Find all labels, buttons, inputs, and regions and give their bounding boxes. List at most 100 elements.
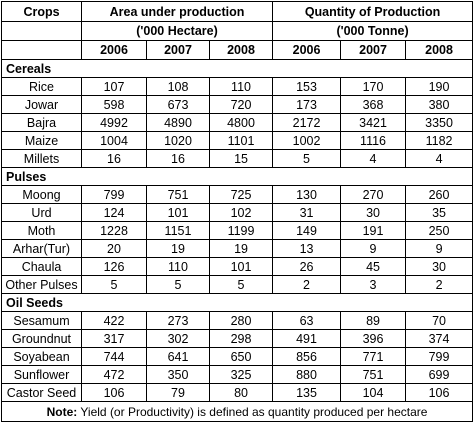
area-cell: 280 — [208, 311, 274, 330]
quantity-cell: 3350 — [405, 113, 474, 132]
quantity-cell: 699 — [405, 365, 474, 384]
crop-name-cell: Moong — [1, 185, 82, 204]
area-cell: 472 — [81, 365, 147, 384]
quantity-cell: 9 — [340, 239, 407, 258]
category-row: Oil Seeds — [0, 293, 474, 312]
area-cell: 124 — [81, 203, 147, 222]
quantity-cell: 856 — [272, 347, 342, 366]
year-header: 2008 — [405, 40, 474, 60]
crop-name-cell: Maize — [1, 131, 82, 150]
table-row: Sunflower 472 350 325 880 751 699 — [1, 365, 474, 384]
quantity-cell: 173 — [272, 95, 342, 114]
quantity-cell: 1116 — [340, 131, 407, 150]
category-row: Pulses — [0, 167, 474, 186]
crop-name-cell: Jowar — [1, 95, 82, 114]
crop-name-cell: Castor Seed — [1, 383, 82, 402]
quantity-cell: 35 — [405, 203, 474, 222]
quantity-cell: 380 — [405, 95, 474, 114]
quantity-cell: 26 — [272, 257, 342, 276]
table-row: Soyabean 744 641 650 856 771 799 — [1, 347, 474, 366]
quantity-cell: 751 — [340, 365, 407, 384]
category-label: Pulses — [0, 167, 474, 186]
area-cell: 4890 — [146, 113, 210, 132]
area-cell: 350 — [146, 365, 210, 384]
area-cell: 1199 — [208, 221, 274, 240]
quantity-cell: 3 — [340, 275, 407, 294]
crop-name-cell: Urd — [1, 203, 82, 222]
table-row: Moong 799 751 725 130 270 260 — [1, 185, 474, 204]
area-cell: 302 — [146, 329, 210, 348]
quantity-cell: 250 — [405, 221, 474, 240]
quantity-header: Quantity of Production — [272, 1, 474, 22]
quantity-cell: 2172 — [272, 113, 342, 132]
area-cell: 725 — [208, 185, 274, 204]
quantity-cell: 30 — [405, 257, 474, 276]
quantity-cell: 1002 — [272, 131, 342, 150]
crop-name-cell: Moth — [1, 221, 82, 240]
quantity-cell: 880 — [272, 365, 342, 384]
area-cell: 16 — [146, 149, 210, 168]
quantity-cell: 368 — [340, 95, 407, 114]
area-cell: 1101 — [208, 131, 274, 150]
quantity-cell: 4 — [340, 149, 407, 168]
area-cell: 19 — [146, 239, 210, 258]
area-unit-header: ('000 Hectare) — [80, 21, 274, 41]
quantity-cell: 396 — [340, 329, 407, 348]
table-row: Other Pulses 5 5 5 2 3 2 — [1, 275, 474, 294]
quantity-cell: 4 — [405, 149, 474, 168]
quantity-cell: 3421 — [340, 113, 407, 132]
year-header: 2007 — [340, 40, 407, 60]
quantity-cell: 104 — [340, 383, 407, 402]
area-cell: 799 — [81, 185, 147, 204]
table-row: Sesamum 422 273 280 63 89 70 — [1, 311, 474, 330]
area-cell: 673 — [146, 95, 210, 114]
year-header: 2007 — [146, 40, 210, 60]
table-row: Maize 1004 1020 1101 1002 1116 1182 — [1, 131, 474, 150]
year-header: 2006 — [81, 40, 147, 60]
table-row: Moth 1228 1151 1199 149 191 250 — [1, 221, 474, 240]
table-note: Note: Yield (or Productivity) is defined… — [0, 401, 474, 422]
crop-name-cell: Other Pulses — [1, 275, 82, 294]
quantity-cell: 9 — [405, 239, 474, 258]
quantity-cell: 374 — [405, 329, 474, 348]
table-row: Groundnut 317 302 298 491 396 374 — [1, 329, 474, 348]
area-cell: 751 — [146, 185, 210, 204]
area-cell: 5 — [81, 275, 147, 294]
quantity-cell: 260 — [405, 185, 474, 204]
area-cell: 641 — [146, 347, 210, 366]
area-header: Area under production — [80, 1, 274, 22]
quantity-cell: 63 — [272, 311, 342, 330]
area-cell: 20 — [81, 239, 147, 258]
quantity-unit-header: ('000 Tonne) — [272, 21, 474, 41]
area-cell: 1151 — [146, 221, 210, 240]
crop-name-cell: Arhar(Tur) — [1, 239, 82, 258]
year-header: 2006 — [272, 40, 342, 60]
quantity-cell: 130 — [272, 185, 342, 204]
table-row: Jowar 598 673 720 173 368 380 — [1, 95, 474, 114]
area-cell: 4800 — [208, 113, 274, 132]
area-cell: 650 — [208, 347, 274, 366]
quantity-cell: 191 — [340, 221, 407, 240]
quantity-cell: 31 — [272, 203, 342, 222]
crop-name-cell: Groundnut — [1, 329, 82, 348]
note-text: Yield (or Productivity) is defined as qu… — [77, 404, 428, 419]
area-cell: 1020 — [146, 131, 210, 150]
quantity-cell: 799 — [405, 347, 474, 366]
table-row: Millets 16 16 15 5 4 4 — [1, 149, 474, 168]
area-cell: 16 — [81, 149, 147, 168]
area-cell: 422 — [81, 311, 147, 330]
quantity-cell: 771 — [340, 347, 407, 366]
quantity-cell: 170 — [340, 77, 407, 96]
area-cell: 5 — [146, 275, 210, 294]
quantity-cell: 45 — [340, 257, 407, 276]
table-row: Rice 107 108 110 153 170 190 — [1, 77, 474, 96]
crops-header: Crops — [1, 1, 82, 22]
area-cell: 80 — [208, 383, 274, 402]
category-label: Oil Seeds — [0, 293, 474, 312]
table-row: Castor Seed 106 79 80 135 104 106 — [1, 383, 474, 402]
year-header: 2008 — [208, 40, 274, 60]
quantity-cell: 270 — [340, 185, 407, 204]
table-row: Arhar(Tur) 20 19 19 13 9 9 — [1, 239, 474, 258]
area-cell: 107 — [81, 77, 147, 96]
area-cell: 325 — [208, 365, 274, 384]
